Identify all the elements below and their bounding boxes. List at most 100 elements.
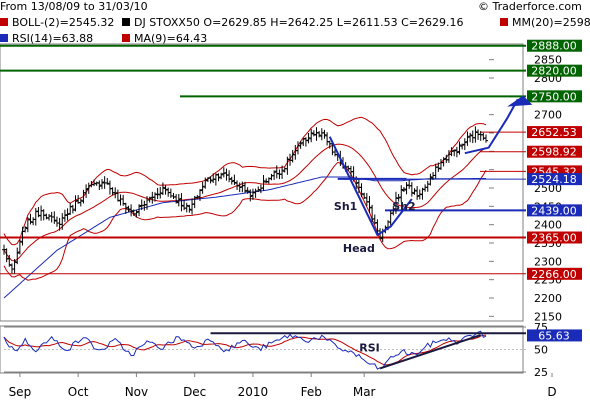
rsi-panel-frame	[0, 325, 524, 374]
level-label: 2750.00	[531, 90, 577, 103]
ohlc-bar	[243, 181, 247, 194]
ohlc-bar	[81, 189, 86, 204]
ohlc-bar	[433, 163, 438, 179]
ohlc-bar	[68, 202, 73, 215]
ohlc-bar	[367, 196, 372, 214]
level-label: 2888.00	[531, 40, 577, 53]
ohlc-bar	[484, 134, 488, 143]
ohlc-bar	[227, 170, 232, 183]
ohlc-bar	[25, 217, 30, 233]
ohlc-bar	[163, 185, 168, 195]
ohlc-bar	[28, 213, 33, 225]
ohlc-bar	[134, 209, 139, 218]
legend-swatch	[122, 18, 130, 26]
ohlc-bar	[39, 205, 44, 221]
ohlc-bar	[142, 200, 147, 211]
rsi-value-label: 65.63	[538, 329, 570, 342]
forecast-arrow-head	[507, 95, 533, 107]
ohlc-bar	[113, 187, 118, 199]
level-label-box	[527, 90, 582, 103]
ohlc-bar	[52, 211, 57, 224]
ohlc-bar	[123, 202, 128, 214]
ohlc-bar	[415, 186, 420, 200]
ohlc-bar	[94, 181, 99, 186]
ohlc-bar	[298, 141, 303, 149]
ohlc-bar	[152, 192, 157, 202]
ohlc-bar	[97, 180, 102, 190]
level-label-box	[527, 145, 582, 158]
price-tick-label: 2850	[534, 54, 562, 67]
level-label-box	[527, 39, 582, 52]
ohlc-bar	[272, 170, 277, 180]
ohlc-bar	[407, 179, 412, 189]
price-tick-label: 2200	[534, 292, 562, 305]
ohlc-bar	[256, 186, 261, 193]
ohlc-bar	[99, 179, 104, 190]
ohlc-bar	[9, 263, 14, 274]
ohlc-bar	[171, 192, 176, 200]
annotation-label: Sh1	[334, 200, 357, 213]
time-tick-label: Sep	[9, 385, 32, 399]
ohlc-bar	[280, 165, 285, 179]
ohlc-bar	[221, 167, 226, 178]
level-label-box	[527, 173, 582, 186]
ohlc-bar	[372, 214, 377, 225]
ohlc-bar	[33, 207, 38, 226]
ohlc-bar	[23, 226, 28, 233]
ohlc-bar	[158, 186, 163, 199]
level-label: 2820.00	[531, 65, 577, 78]
ohlc-bar	[301, 137, 306, 146]
ohlc-bar	[110, 187, 115, 196]
ohlc-bar	[396, 193, 401, 202]
ohlc-bar	[309, 128, 314, 143]
level-label-box	[527, 126, 582, 139]
ohlc-bar	[465, 131, 470, 146]
price-levels: 2888.002820.002750.002652.532598.922545.…	[0, 39, 582, 281]
rsi-annotation-label: RSI	[359, 341, 380, 354]
time-tick-label: Oct	[68, 385, 89, 399]
ohlc-bar	[232, 174, 237, 186]
ohlc-bar	[393, 191, 398, 214]
ohlc-bar	[137, 204, 142, 217]
ohlc-bar	[197, 189, 202, 201]
ohlc-bar	[468, 132, 473, 143]
ohlc-bar	[449, 147, 454, 157]
bollinger-lower-band	[3, 161, 487, 281]
ohlc-bar	[7, 254, 12, 267]
ohlc-bar	[473, 126, 478, 143]
price-tick-label: 2300	[534, 255, 562, 268]
level-label: 2439.00	[531, 204, 577, 217]
ohlc-bar	[261, 174, 266, 191]
ohlc-bar	[441, 157, 446, 167]
ohlc-bar	[436, 162, 441, 172]
long-moving-average-line	[3, 176, 486, 299]
time-tick-label: Feb	[301, 385, 322, 399]
ohlc-bar	[462, 138, 467, 151]
rsi-line	[3, 330, 487, 370]
ohlc-bar	[412, 188, 417, 195]
ohlc-bar	[219, 172, 224, 180]
ohlc-bar	[229, 176, 234, 185]
rsi-value-box	[527, 329, 582, 342]
legend-price-series: DJ STOXX50 O=2629.85 H=2642.25 L=2611.53…	[122, 17, 463, 29]
time-tick-label: Mar	[353, 385, 376, 399]
ohlc-bar	[31, 217, 36, 226]
level-label-box	[527, 231, 582, 244]
legend-ma9: MA(9)=64.43	[122, 33, 207, 45]
annotation-label: Sh2	[392, 200, 415, 213]
ohlc-bar	[288, 153, 293, 166]
ohlc-bar	[303, 137, 308, 147]
ohlc-bar	[184, 202, 189, 213]
ohlc-bar	[179, 193, 184, 212]
ohlc-bar	[70, 204, 75, 214]
copyright-label: © Traderforce.com	[478, 0, 582, 13]
ohlc-bar	[258, 184, 263, 194]
ohlc-bar	[150, 191, 155, 204]
time-tick-label: Nov	[125, 385, 148, 399]
annotation-label: Head	[343, 242, 375, 255]
level-label-box	[527, 267, 582, 280]
bollinger-upper-band	[3, 116, 487, 246]
ohlc-bar	[107, 180, 112, 195]
ohlc-bar	[115, 189, 120, 202]
